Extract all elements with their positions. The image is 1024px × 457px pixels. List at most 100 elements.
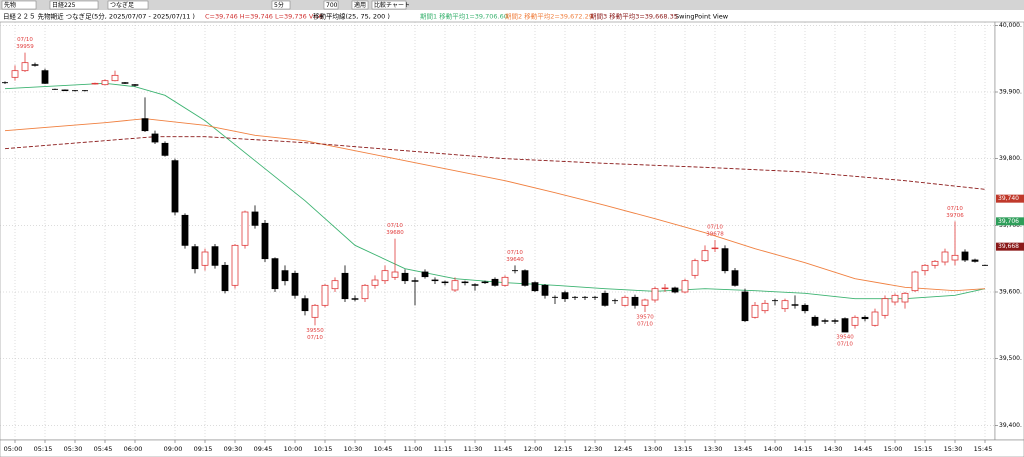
candle-body (521, 270, 529, 286)
candle-body (301, 298, 309, 312)
candle-body (411, 280, 419, 282)
x-tick-label: 14:30 (824, 445, 843, 453)
toolbar-field (107, 0, 149, 10)
candle-body (691, 260, 699, 276)
candle-body (831, 320, 839, 322)
x-tick-label: 09:00 (164, 445, 183, 453)
swing-point-label: 07/10 (307, 335, 323, 341)
candle-body (841, 318, 849, 333)
legend-entry: 期間1 移動平均1=39,706.60 (420, 12, 508, 21)
x-tick-label: 12:15 (554, 445, 573, 453)
x-tick-label: 15:00 (884, 445, 903, 453)
candle-body (471, 284, 479, 286)
x-tick-label: 12:45 (614, 445, 633, 453)
x-tick-label: 11:45 (494, 445, 513, 453)
candle-body (631, 296, 639, 306)
candle-body (21, 62, 29, 72)
candle-body (281, 270, 289, 282)
swing-point-label: 39959 (16, 44, 34, 50)
toolbar-label: 5分 (274, 1, 284, 9)
x-tick-label: 09:15 (194, 445, 213, 453)
candle-body (781, 300, 789, 310)
y-tick-label: 39,500. (999, 355, 1022, 362)
candle-body (481, 281, 489, 284)
candle-body (131, 84, 139, 86)
candle-body (651, 288, 659, 301)
toolbar-field (271, 0, 291, 10)
candle-body (951, 254, 959, 261)
y-tick-label: 39,600. (999, 289, 1022, 296)
swing-point-label: 39540 (836, 335, 854, 341)
x-tick-label: 15:30 (944, 445, 963, 453)
candle-body (171, 160, 179, 213)
candle-body (791, 304, 799, 306)
swing-point-label: 39640 (506, 257, 524, 263)
candle-body (741, 291, 749, 322)
candle-body (421, 271, 429, 278)
x-tick-label: 14:45 (854, 445, 873, 453)
x-tick-label: 09:30 (224, 445, 243, 453)
price-tag (996, 217, 1024, 226)
price-tag (996, 194, 1024, 203)
x-tick-label: 10:00 (284, 445, 303, 453)
candle-body (61, 89, 69, 92)
x-tick-label: 12:00 (524, 445, 543, 453)
candle-body (531, 282, 539, 292)
y-tick-label: 39,900. (999, 89, 1022, 96)
candle-body (341, 272, 349, 300)
swing-point-label: 39706 (946, 213, 964, 219)
candle-body (201, 251, 209, 266)
candle-body (851, 316, 859, 326)
swing-point-label: 07/10 (637, 322, 653, 328)
info-bar (0, 10, 1024, 22)
y-tick-label: 40,000. (999, 22, 1022, 29)
toolbar-label: 適用 (354, 1, 366, 9)
candle-body (601, 292, 609, 306)
x-tick-label: 10:15 (314, 445, 333, 453)
candle-body (941, 251, 949, 263)
candle-body (871, 311, 879, 326)
swing-point-label: 39550 (306, 328, 324, 334)
candle-body (141, 118, 149, 132)
swing-point-label: 07/10 (17, 37, 33, 43)
info-ohlc: C=39,746 H=39,746 L=39,736 V=6 (205, 13, 323, 21)
candle-body (111, 74, 119, 82)
candle-body (911, 271, 919, 292)
candle-body (811, 316, 819, 326)
toolbar-items: 先物 日経225 つなぎ足 5分 700 適用 比較チャート (1, 0, 410, 10)
candle-body (541, 284, 549, 296)
candle-body (881, 298, 889, 316)
toolbar-label: 先物 (4, 1, 16, 9)
candle-body (11, 70, 19, 78)
toolbar-label: つなぎ足 (110, 1, 134, 9)
swing-point-label: 39678 (706, 232, 724, 238)
x-tick-label: 05:15 (34, 445, 53, 453)
candle-body (711, 247, 719, 250)
info-view: SwingPoint View (675, 13, 729, 21)
x-tick-label: 09:45 (254, 445, 273, 453)
x-tick-label: 13:30 (704, 445, 723, 453)
candle-body (641, 299, 649, 306)
x-tick-label: 13:00 (644, 445, 663, 453)
moving-average (4, 136, 986, 190)
candle-body (501, 276, 509, 286)
legend-entry: 期間2 移動平均2=39,672.29 (505, 12, 593, 21)
x-tick-label: 15:15 (914, 445, 933, 453)
x-tick-label: 11:15 (434, 445, 453, 453)
candle-body (151, 133, 159, 143)
toolbar-field (1, 0, 37, 10)
candle-body (761, 302, 769, 312)
candle-body (181, 214, 189, 246)
candle-body (391, 271, 399, 278)
swing-point-label: 39680 (386, 230, 404, 236)
moving-average (4, 118, 986, 292)
candle-body (291, 272, 299, 296)
candle-body (721, 248, 729, 272)
candle-body (751, 304, 759, 318)
candle-body (561, 292, 569, 300)
x-tick-label: 05:00 (4, 445, 23, 453)
x-tick-label: 05:30 (64, 445, 83, 453)
candle-body (961, 251, 969, 261)
candle-body (891, 294, 899, 303)
